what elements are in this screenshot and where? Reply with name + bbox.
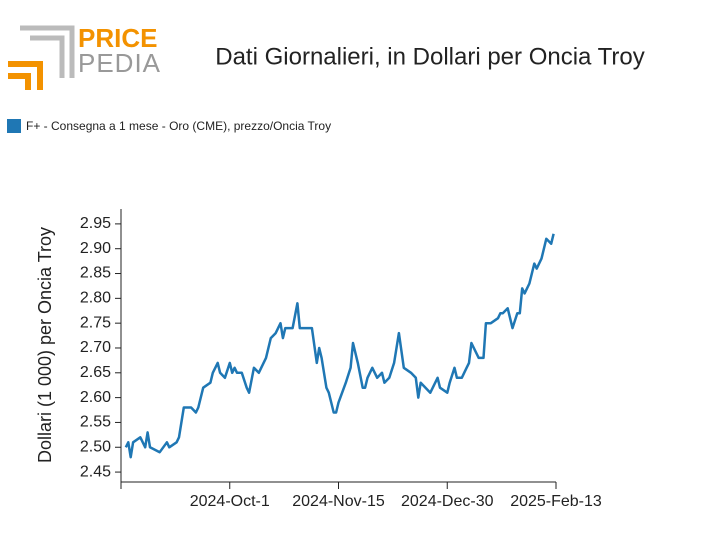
x-tick-label: 2024-Dec-30	[401, 493, 494, 510]
y-tick-label: 2.65	[80, 364, 111, 381]
y-tick-label: 2.80	[80, 290, 111, 307]
logo-bottom: PEDIA	[78, 48, 161, 78]
x-tick-label: 2024-Nov-15	[292, 493, 385, 510]
legend-label: F+ - Consegna a 1 mese - Oro (CME), prez…	[26, 119, 331, 133]
y-tick-label: 2.70	[80, 339, 111, 356]
legend-swatch	[7, 119, 21, 133]
y-tick-label: 2.75	[80, 314, 111, 331]
y-tick-label: 2.90	[80, 240, 111, 257]
y-tick-label: 2.50	[80, 438, 111, 455]
y-tick-label: 2.85	[80, 265, 111, 282]
y-tick-label: 2.45	[80, 463, 111, 480]
price-line	[124, 233, 555, 459]
logo-icon	[8, 25, 75, 90]
y-axis-label: Dollari (1 000) per Oncia Troy	[35, 227, 55, 463]
y-tick-label: 2.60	[80, 389, 111, 406]
chart-title: Dati Giornalieri, in Dollari per Oncia T…	[215, 43, 644, 70]
logo-top: PRICE	[78, 23, 157, 53]
x-tick-label: 2025-Feb-13	[510, 493, 602, 510]
y-tick-label: 2.95	[80, 215, 111, 232]
y-tick-label: 2.55	[80, 414, 111, 431]
x-tick-label: 2024-Oct-1	[190, 493, 270, 510]
